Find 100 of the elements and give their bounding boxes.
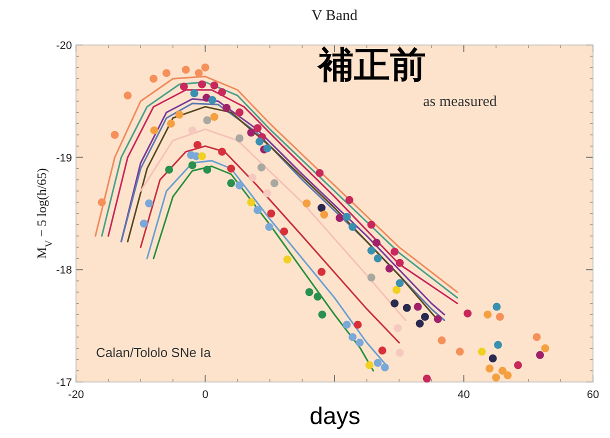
- point: [385, 264, 394, 273]
- point: [342, 212, 351, 221]
- point: [514, 361, 522, 370]
- point: [190, 89, 198, 98]
- point: [494, 340, 502, 349]
- point: [175, 110, 184, 119]
- point: [492, 302, 501, 311]
- line-series: [140, 128, 406, 322]
- point: [380, 363, 389, 372]
- point: [532, 333, 541, 342]
- point: [145, 199, 154, 208]
- point: [336, 214, 344, 222]
- point: [263, 189, 272, 198]
- point: [356, 338, 364, 347]
- point: [498, 366, 507, 375]
- point: [378, 346, 386, 355]
- point: [367, 246, 376, 255]
- point: [354, 320, 362, 329]
- point: [488, 354, 497, 362]
- point: [464, 309, 472, 318]
- point: [492, 374, 500, 382]
- point: [416, 320, 424, 328]
- x-tick-label: -20: [68, 389, 84, 401]
- point: [188, 161, 196, 170]
- point: [247, 128, 256, 137]
- point: [98, 198, 106, 206]
- point: [227, 164, 236, 173]
- point: [210, 81, 218, 90]
- point: [396, 279, 404, 288]
- point: [210, 112, 218, 121]
- point: [218, 88, 226, 96]
- point: [456, 348, 464, 356]
- point: [316, 169, 324, 178]
- point: [318, 268, 326, 276]
- point: [227, 179, 236, 188]
- annotation: Calan/Tololo SNe Ia: [96, 345, 212, 360]
- point: [348, 222, 357, 231]
- point: [254, 206, 262, 214]
- point: [248, 174, 256, 182]
- point: [372, 238, 381, 247]
- point: [342, 320, 351, 329]
- point: [504, 371, 512, 380]
- point: [247, 198, 256, 206]
- y-tick-label: -18: [56, 264, 72, 277]
- x-tick-label: 40: [458, 389, 470, 401]
- point: [318, 204, 326, 212]
- point: [257, 163, 266, 172]
- point: [236, 108, 244, 116]
- point: [390, 299, 399, 308]
- point: [541, 344, 550, 352]
- y-tick-label: -20: [56, 40, 72, 52]
- x-axis-title: days: [310, 403, 360, 430]
- point: [218, 148, 226, 156]
- point: [414, 302, 422, 311]
- point: [198, 152, 206, 160]
- point: [203, 116, 212, 124]
- annotation: 補正前: [316, 45, 426, 86]
- point: [314, 292, 322, 301]
- point: [267, 210, 276, 218]
- point: [140, 220, 148, 228]
- x-tick-label: 0: [202, 389, 208, 401]
- point: [348, 333, 357, 342]
- point: [280, 227, 288, 236]
- point: [367, 274, 376, 282]
- point: [203, 166, 212, 174]
- point: [422, 374, 431, 383]
- point: [420, 312, 429, 321]
- point: [254, 124, 262, 132]
- point: [478, 348, 486, 356]
- point: [150, 74, 158, 83]
- y-tick-label: -19: [56, 152, 72, 164]
- point: [162, 69, 170, 78]
- point: [182, 66, 190, 74]
- point: [496, 312, 504, 321]
- point: [374, 358, 382, 367]
- point: [305, 288, 314, 296]
- line-series: [140, 145, 400, 344]
- point: [402, 304, 411, 312]
- point: [396, 258, 404, 267]
- point: [236, 134, 244, 142]
- point: [365, 361, 374, 370]
- point: [320, 210, 328, 219]
- point: [390, 248, 399, 256]
- point: [201, 63, 210, 72]
- point: [165, 166, 174, 174]
- point: [236, 181, 244, 190]
- point: [270, 179, 278, 188]
- annotation: as measured: [423, 94, 498, 110]
- point: [150, 126, 158, 134]
- point: [110, 130, 119, 139]
- point: [486, 364, 494, 373]
- point: [193, 140, 202, 149]
- point: [188, 126, 196, 134]
- point: [536, 351, 544, 360]
- point: [256, 138, 264, 146]
- x-tick-label: 60: [586, 389, 600, 401]
- point: [374, 254, 382, 262]
- chart-title: V Band: [312, 8, 358, 24]
- point: [367, 220, 376, 229]
- point: [438, 336, 446, 344]
